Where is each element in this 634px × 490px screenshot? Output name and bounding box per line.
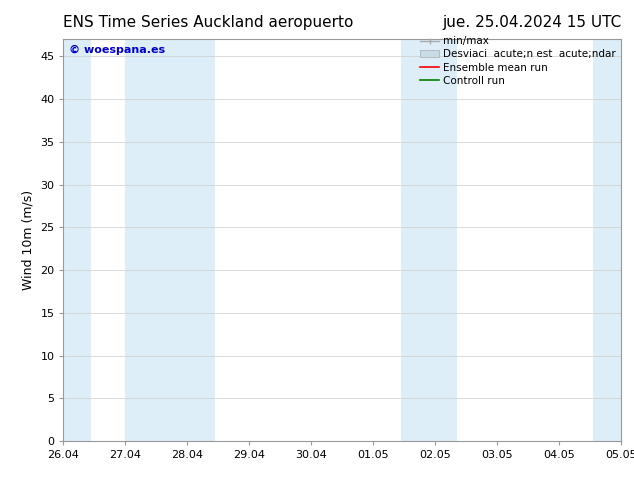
Bar — [593, 39, 621, 441]
Bar — [126, 39, 188, 441]
Text: ENS Time Series Auckland aeropuerto: ENS Time Series Auckland aeropuerto — [63, 15, 354, 30]
Bar — [429, 39, 457, 441]
Y-axis label: Wind 10m (m/s): Wind 10m (m/s) — [22, 190, 35, 290]
Bar — [63, 39, 91, 441]
Legend: min/max, Desviaci  acute;n est  acute;ndar, Ensemble mean run, Controll run: min/max, Desviaci acute;n est acute;ndar… — [420, 36, 616, 86]
Bar — [188, 39, 216, 441]
Text: © woespana.es: © woespana.es — [69, 45, 165, 55]
Bar — [401, 39, 429, 441]
Text: jue. 25.04.2024 15 UTC: jue. 25.04.2024 15 UTC — [442, 15, 621, 30]
